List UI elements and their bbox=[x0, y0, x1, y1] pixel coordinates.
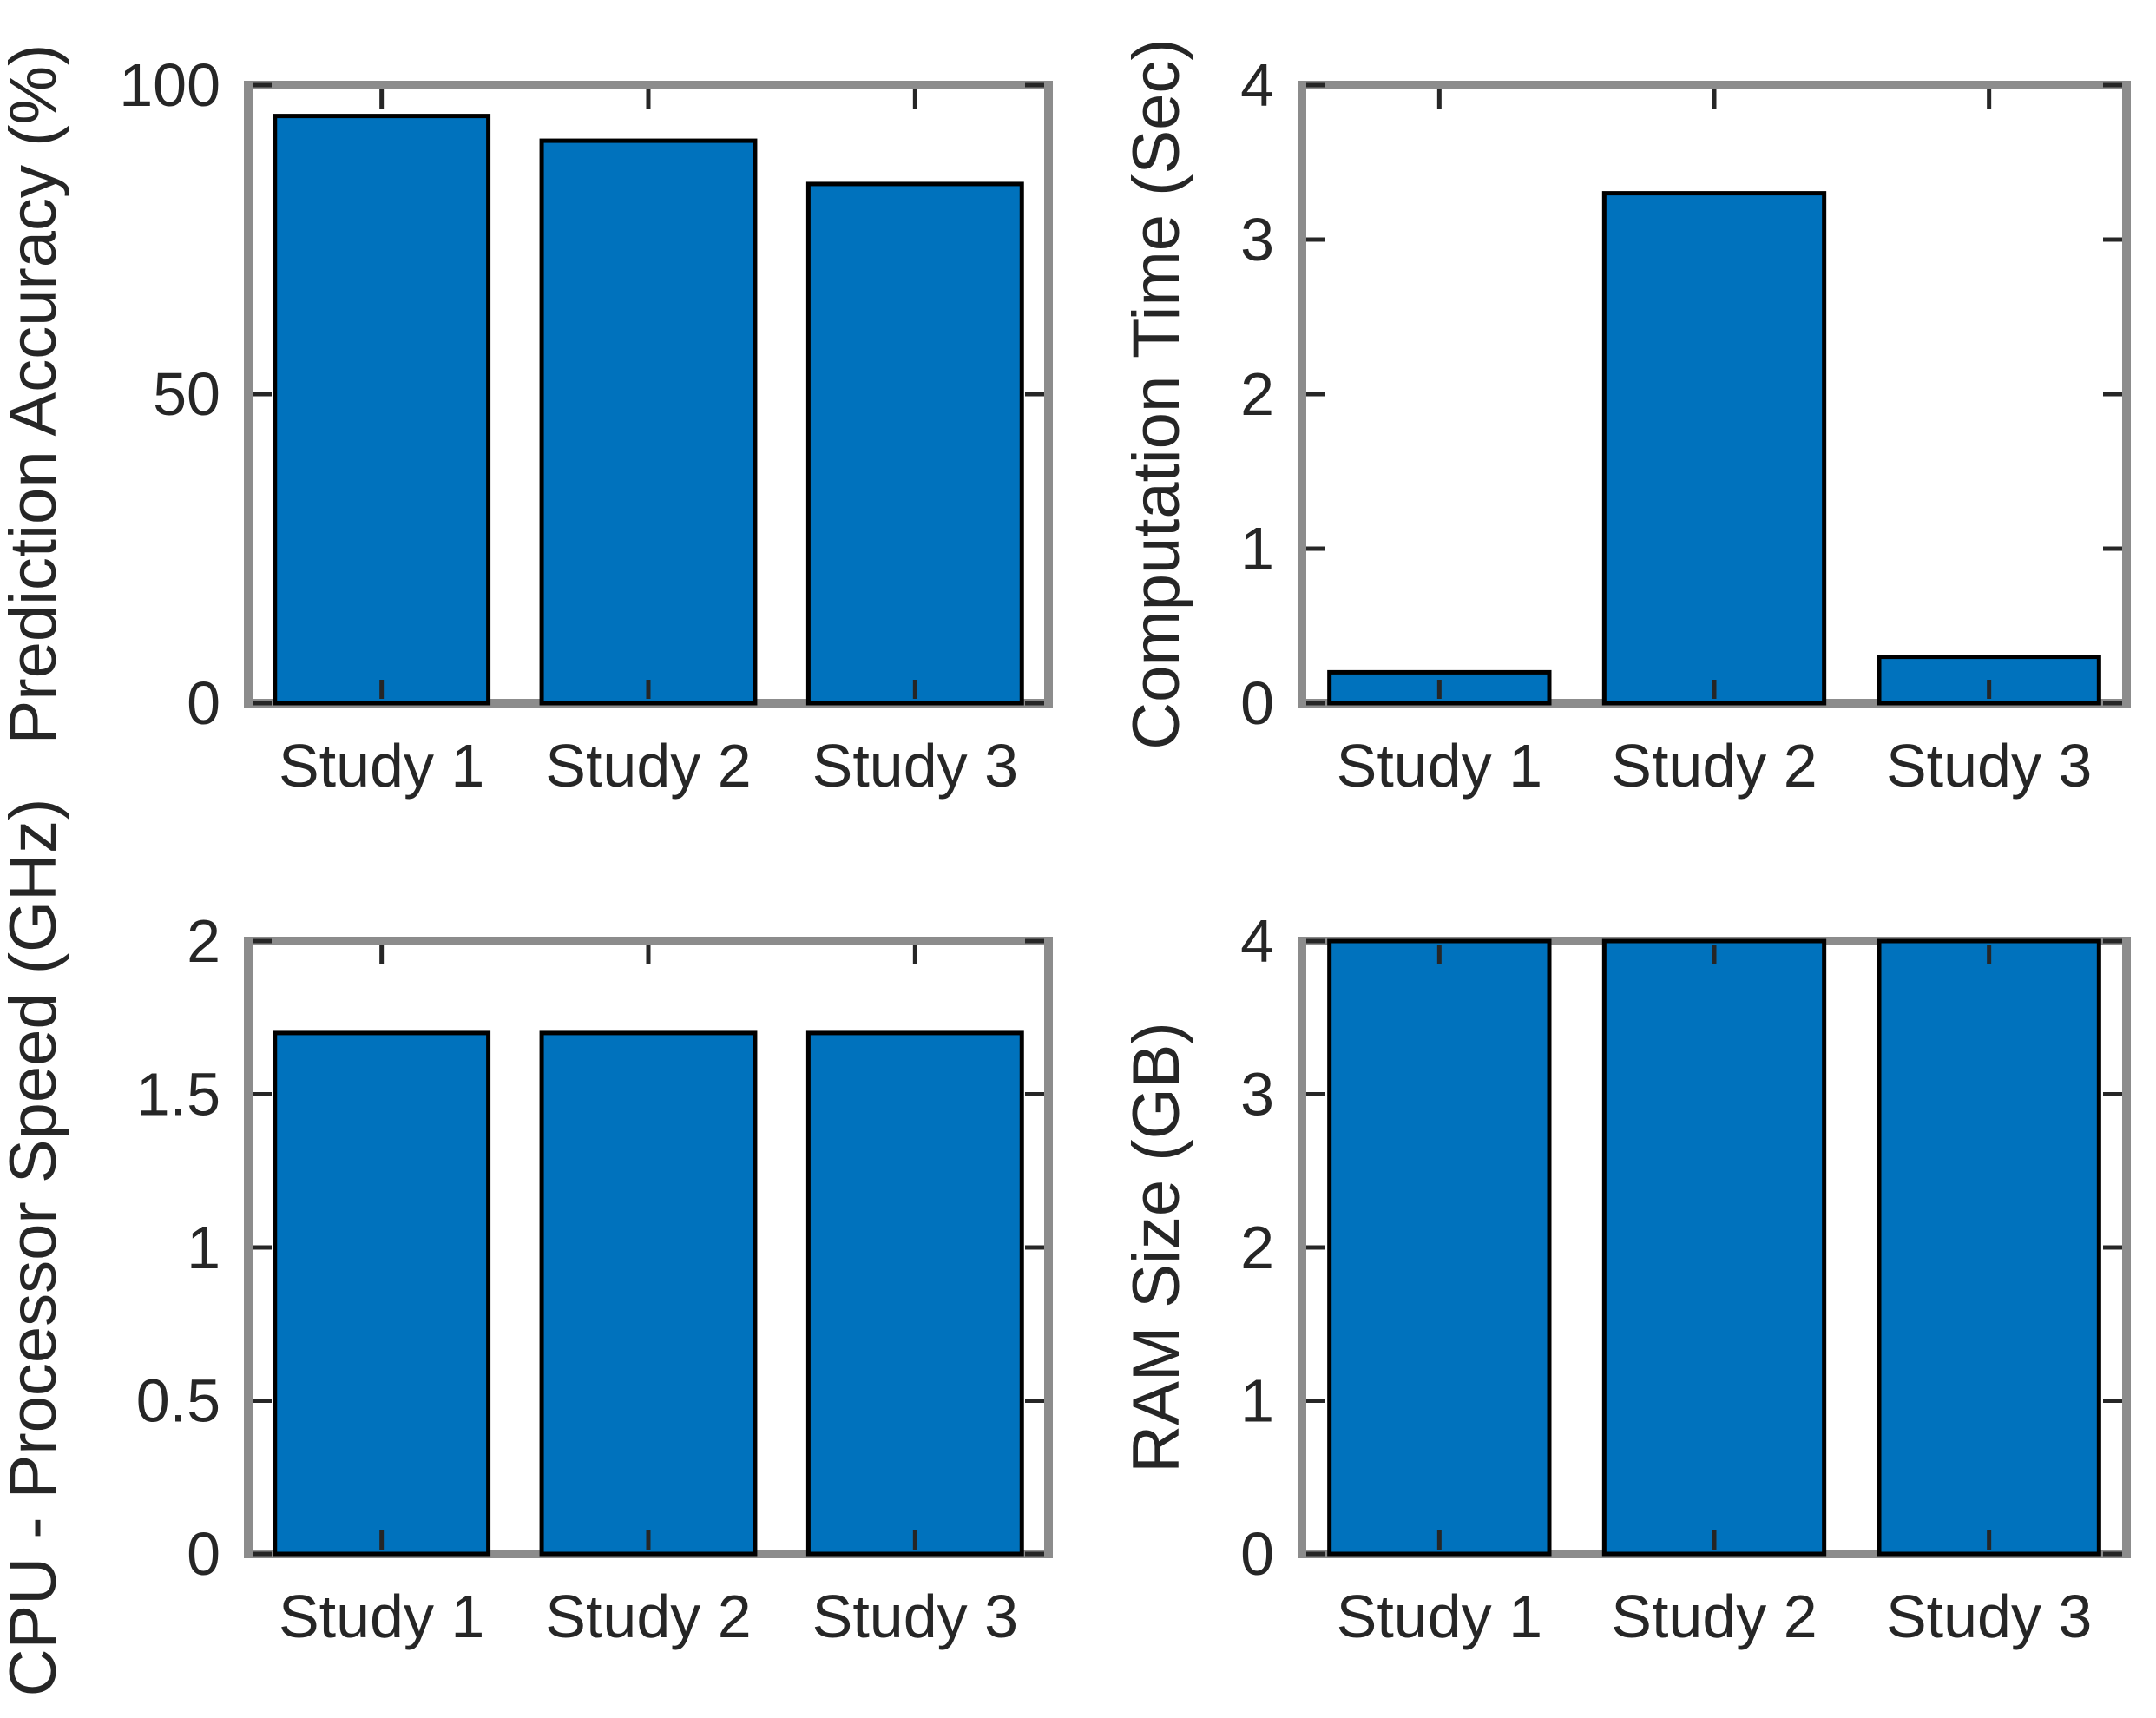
y-axis-label: Computation Time (Sec) bbox=[1120, 38, 1193, 749]
y-tick-label: 0 bbox=[1240, 669, 1274, 737]
bar-study-1 bbox=[1327, 938, 1552, 1557]
y-tick-label: 2 bbox=[1240, 360, 1274, 428]
x-category-label: Study 3 bbox=[1886, 1583, 2092, 1650]
y-tick-label: 4 bbox=[1240, 907, 1274, 975]
bar-study-2 bbox=[1601, 191, 1827, 706]
bar-study-1 bbox=[273, 114, 491, 706]
x-category-label: Study 1 bbox=[1337, 732, 1542, 800]
y-tick-label: 1 bbox=[1240, 515, 1274, 583]
subplot-ram-size-gb: 0 1 2 3 4 Study 1 Study 2 Study 3 RAM Size (GB) bbox=[1120, 907, 2131, 1650]
y-tick-label: 2 bbox=[1240, 1214, 1274, 1281]
y-axis-label: RAM Size (GB) bbox=[1120, 1022, 1193, 1472]
subplot-prediction-accuracy: 0 50 100 Study 1 Study 2 Study 3 Prediction Ac… bbox=[0, 44, 1053, 800]
subplot-computation-time-sec: 0 1 2 3 4 Study 1 Study 2 Study 3 Computation Ti… bbox=[1120, 38, 2131, 800]
bar-study-1 bbox=[273, 1030, 491, 1557]
y-tick-label: 0 bbox=[187, 669, 220, 737]
bar-study-3 bbox=[805, 181, 1024, 706]
x-category-label: Study 3 bbox=[812, 732, 1018, 800]
subplot-cpu-processor-speed-ghz: 0 0.5 1 1.5 2 Study 1 Study 2 Study 3 CPU - Proc… bbox=[0, 799, 1053, 1697]
x-category-label: Study 2 bbox=[1611, 732, 1817, 800]
bar-study-2 bbox=[539, 1030, 758, 1557]
y-tick-label: 3 bbox=[1240, 1061, 1274, 1129]
y-tick-label: 0.5 bbox=[136, 1367, 220, 1435]
bar-study-2 bbox=[539, 138, 758, 706]
y-tick-label: 0 bbox=[187, 1520, 220, 1588]
x-category-label: Study 3 bbox=[1886, 732, 2092, 800]
y-tick-label: 1.5 bbox=[136, 1061, 220, 1129]
bar-study-3 bbox=[805, 1030, 1024, 1557]
bar-study-3 bbox=[1877, 938, 2101, 1557]
x-category-label: Study 1 bbox=[279, 1583, 484, 1650]
y-tick-label: 3 bbox=[1240, 206, 1274, 273]
y-axis-label: CPU - Processor Speed (GHz) bbox=[0, 799, 70, 1697]
x-category-label: Study 2 bbox=[545, 732, 751, 800]
y-tick-label: 1 bbox=[1240, 1367, 1274, 1435]
y-axis-label: Prediction Accuracy (%) bbox=[0, 44, 70, 745]
y-tick-label: 4 bbox=[1240, 51, 1274, 119]
x-category-label: Study 1 bbox=[1337, 1583, 1542, 1650]
y-tick-label: 100 bbox=[119, 51, 220, 119]
bar-study-2 bbox=[1601, 938, 1827, 1557]
y-tick-label: 1 bbox=[187, 1214, 220, 1281]
x-category-label: Study 1 bbox=[279, 732, 484, 800]
x-category-label: Study 2 bbox=[545, 1583, 751, 1650]
x-category-label: Study 2 bbox=[1611, 1583, 1817, 1650]
y-tick-label: 2 bbox=[187, 907, 220, 975]
y-tick-label: 50 bbox=[153, 360, 220, 428]
y-tick-label: 0 bbox=[1240, 1520, 1274, 1588]
x-category-label: Study 3 bbox=[812, 1583, 1018, 1650]
